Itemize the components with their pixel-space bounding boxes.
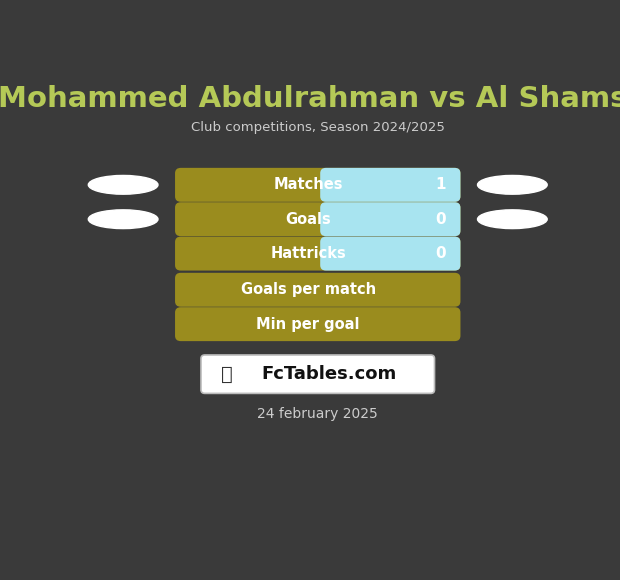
Text: 24 february 2025: 24 february 2025 [257, 407, 378, 422]
Text: ⌶: ⌶ [221, 365, 232, 384]
Text: Matches: Matches [273, 177, 343, 193]
Text: Club competitions, Season 2024/2025: Club competitions, Season 2024/2025 [191, 121, 445, 134]
FancyBboxPatch shape [320, 237, 461, 271]
Text: Goals per match: Goals per match [241, 282, 376, 298]
FancyBboxPatch shape [175, 273, 461, 307]
FancyBboxPatch shape [175, 237, 461, 271]
FancyBboxPatch shape [201, 355, 435, 393]
Text: 1: 1 [435, 177, 446, 193]
Text: Min per goal: Min per goal [257, 317, 360, 332]
Ellipse shape [88, 210, 158, 229]
FancyBboxPatch shape [175, 168, 461, 202]
Ellipse shape [477, 210, 547, 229]
Text: 0: 0 [435, 246, 446, 261]
FancyBboxPatch shape [320, 202, 461, 236]
Text: 0: 0 [435, 212, 446, 227]
Text: Goals: Goals [285, 212, 331, 227]
Text: Hattricks: Hattricks [270, 246, 346, 261]
Text: FcTables.com: FcTables.com [262, 365, 397, 383]
FancyBboxPatch shape [175, 202, 461, 236]
Ellipse shape [88, 175, 158, 194]
Ellipse shape [477, 175, 547, 194]
FancyBboxPatch shape [175, 307, 461, 341]
FancyBboxPatch shape [320, 168, 461, 202]
Text: Mohammed Abdulrahman vs Al Shamsi: Mohammed Abdulrahman vs Al Shamsi [0, 85, 620, 113]
